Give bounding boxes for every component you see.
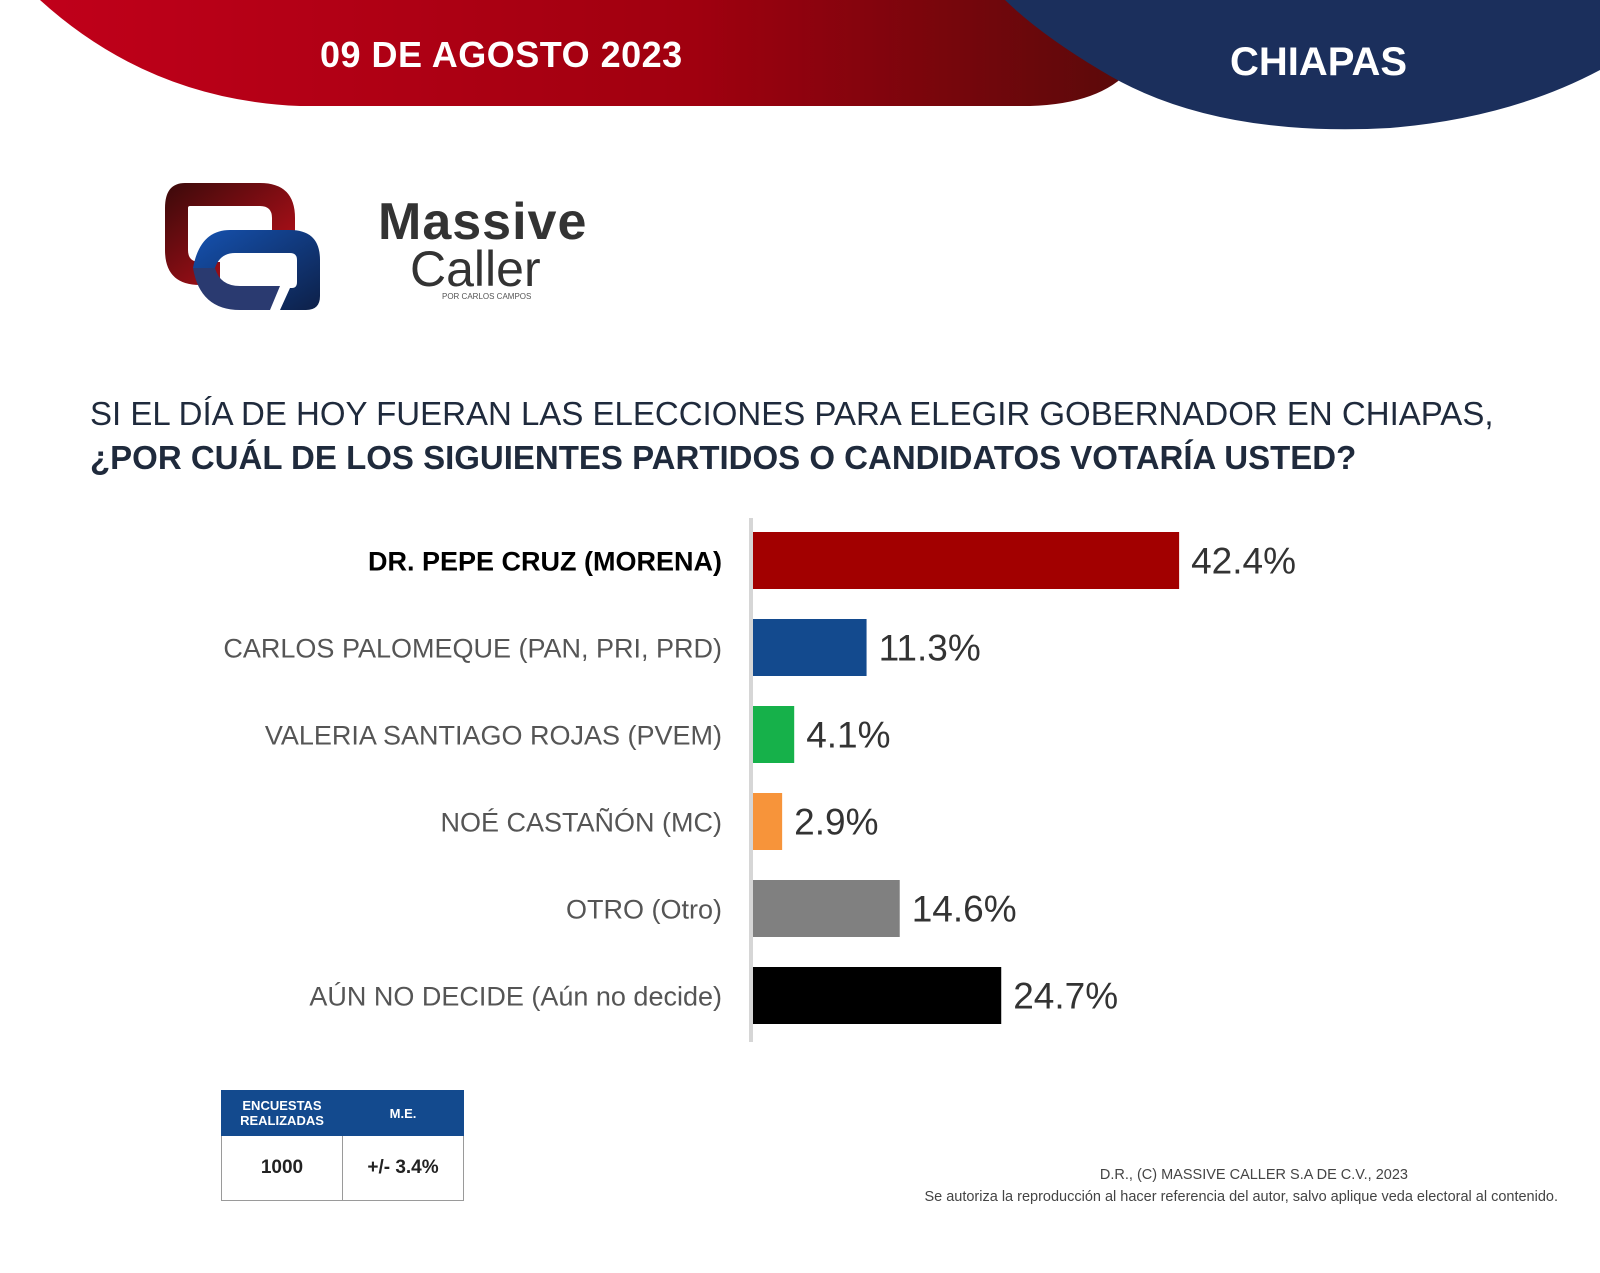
bar-2 xyxy=(753,706,795,763)
bar-1 xyxy=(753,619,867,676)
category-label-0: DR. PEPE CRUZ (MORENA) xyxy=(368,547,722,577)
category-label-4: OTRO (Otro) xyxy=(566,895,722,925)
category-label-3: NOÉ CASTAÑÓN (MC) xyxy=(441,807,723,838)
value-label-3: 2.9% xyxy=(794,802,878,843)
copyright-text: D.R., (C) MASSIVE CALLER S.A DE C.V., 20… xyxy=(1099,1167,1408,1183)
margin-error-header: M.E. xyxy=(342,1090,464,1136)
value-label-5: 24.7% xyxy=(1013,976,1118,1017)
bar-0 xyxy=(753,532,1180,589)
bar-4 xyxy=(753,880,900,937)
surveys-value: 1000 xyxy=(221,1135,343,1201)
interlocked-q-logo-icon xyxy=(165,183,320,310)
category-label-1: CARLOS PALOMEQUE (PAN, PRI, PRD) xyxy=(223,634,722,664)
surveys-header: ENCUESTAS REALIZADAS xyxy=(221,1090,343,1136)
brand-name-line2: Caller xyxy=(410,241,541,297)
bar-chart: DR. PEPE CRUZ (MORENA) 42.4% CARLOS PALOME… xyxy=(223,518,1296,1042)
margin-error-value: +/- 3.4% xyxy=(342,1135,464,1201)
value-label-1: 11.3% xyxy=(879,628,981,669)
category-label-2: VALERIA SANTIAGO ROJAS (PVEM) xyxy=(265,721,722,751)
header-banner xyxy=(40,0,1600,130)
blue-banner-shape xyxy=(1005,0,1600,130)
category-label-5: AÚN NO DECIDE (Aún no decide) xyxy=(309,981,722,1012)
question-line2: ¿POR CUÁL DE LOS SIGUIENTES PARTIDOS O C… xyxy=(90,439,1357,476)
value-label-0: 42.4% xyxy=(1191,541,1296,582)
survey-info-table: ENCUESTAS REALIZADAS M.E. 1000 +/- 3.4% xyxy=(221,1090,464,1201)
bar-5 xyxy=(753,967,1002,1024)
question-line1: SI EL DÍA DE HOY FUERAN LAS ELECCIONES P… xyxy=(90,395,1494,432)
brand-byline: POR CARLOS CAMPOS xyxy=(442,292,532,301)
red-banner-shape xyxy=(40,0,1130,106)
value-label-4: 14.6% xyxy=(912,889,1017,930)
survey-date: 09 DE AGOSTO 2023 xyxy=(320,34,683,75)
brand-name-line1: Massive xyxy=(378,193,588,251)
value-label-2: 4.1% xyxy=(806,715,890,756)
survey-question: SI EL DÍA DE HOY FUERAN LAS ELECCIONES P… xyxy=(90,392,1550,480)
reproduction-notice: Se autoriza la reproducción al hacer ref… xyxy=(924,1189,1558,1205)
region-title: CHIAPAS xyxy=(1230,40,1408,84)
bar-3 xyxy=(753,793,783,850)
footer-notice: D.R., (C) MASSIVE CALLER S.A DE C.V., 20… xyxy=(658,1164,1558,1208)
